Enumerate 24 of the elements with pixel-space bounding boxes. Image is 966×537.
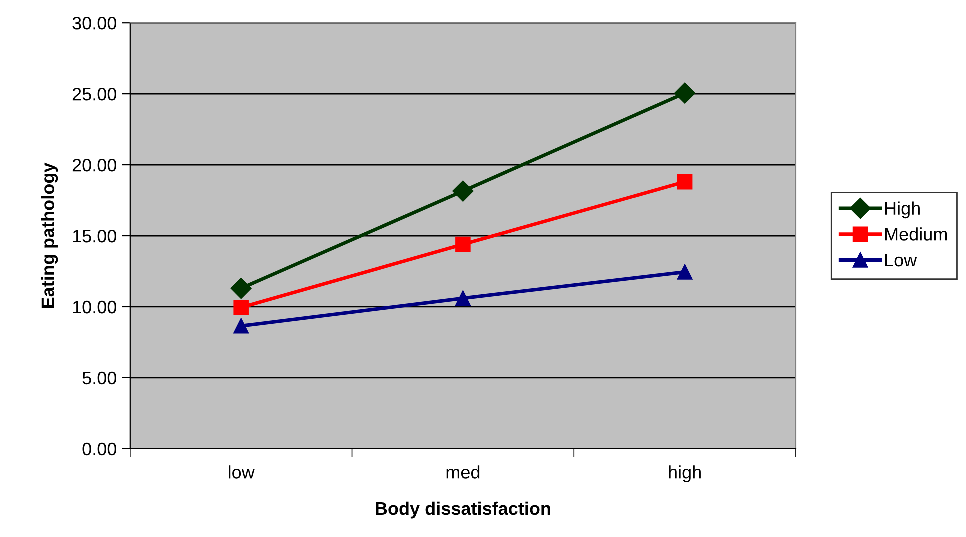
point — [677, 264, 693, 280]
point — [674, 82, 696, 104]
point — [456, 236, 471, 252]
x-tick-label: med — [446, 466, 480, 479]
x-axis-title: Body dissatisfaction — [376, 502, 550, 519]
y-tick-label: 25.00 — [72, 88, 117, 101]
y-tick-label: 0.00 — [82, 442, 117, 456]
point — [234, 318, 249, 334]
legend-label: High — [885, 202, 920, 219]
point — [234, 300, 249, 316]
y-tick-label: 30.00 — [72, 17, 117, 30]
legend-label: Low — [885, 254, 918, 267]
point — [677, 174, 693, 190]
x-tick-label: low — [229, 466, 255, 479]
x-tick-label: high — [669, 466, 701, 482]
point — [452, 180, 474, 202]
legend-label: Medium — [885, 228, 948, 241]
y-axis-title: Eating pathology — [41, 162, 58, 308]
y-tick-label: 5.00 — [82, 372, 117, 385]
y-tick-label: 20.00 — [72, 158, 117, 172]
point — [230, 278, 252, 300]
point — [456, 290, 471, 306]
y-tick-label: 10.00 — [73, 300, 117, 314]
y-tick-label: 15.00 — [73, 230, 117, 243]
